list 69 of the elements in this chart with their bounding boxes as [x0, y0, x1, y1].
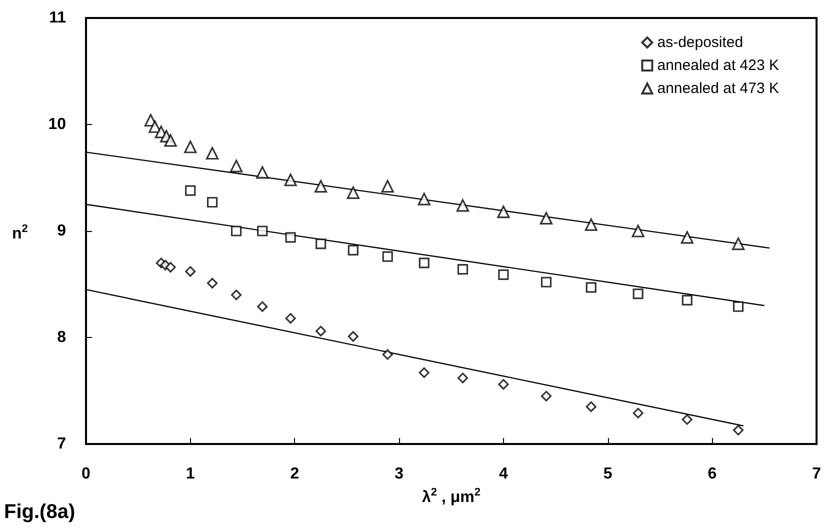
- point: [456, 199, 470, 212]
- point: [185, 185, 196, 196]
- point: [257, 226, 268, 236]
- point: [184, 140, 197, 154]
- point: [732, 237, 745, 250]
- point: [256, 166, 269, 179]
- point: [382, 251, 393, 262]
- point: [285, 313, 296, 324]
- point: [382, 349, 393, 360]
- point: [732, 424, 744, 436]
- y-tick-label: 11: [49, 10, 66, 26]
- point: [732, 301, 744, 312]
- point: [206, 196, 218, 208]
- x-tick-label: 1: [186, 466, 195, 482]
- point: [230, 226, 242, 236]
- point: [498, 379, 509, 390]
- point: [418, 367, 430, 378]
- point: [457, 264, 468, 275]
- y-axis-title: n$^{2}$: [12, 222, 28, 244]
- point: [540, 276, 552, 288]
- point: [381, 180, 394, 193]
- point: [185, 266, 196, 277]
- legend-label: annealed at 423 K: [657, 57, 780, 74]
- point: [418, 192, 430, 206]
- point: [165, 262, 176, 273]
- point: [230, 160, 243, 172]
- point: [314, 180, 328, 193]
- point: [164, 134, 177, 147]
- point: [348, 331, 358, 342]
- point: [206, 146, 219, 160]
- point: [586, 401, 596, 412]
- point: [257, 301, 268, 312]
- point: [680, 231, 694, 244]
- point: [457, 372, 468, 384]
- point: [497, 206, 510, 218]
- y-tick-label: 10: [48, 116, 66, 133]
- y-tick-label: 7: [57, 436, 66, 452]
- point: [206, 278, 218, 288]
- x-tick-label: 2: [290, 466, 300, 482]
- x-tick-label: 6: [708, 466, 717, 482]
- point: [498, 269, 509, 280]
- point: [348, 244, 358, 256]
- point: [148, 120, 162, 133]
- point: [682, 414, 692, 425]
- point: [316, 326, 326, 336]
- point: [632, 288, 644, 300]
- x-tick-label: 5: [603, 466, 612, 482]
- text: Fig.(8a): [4, 501, 76, 523]
- point: [584, 218, 598, 231]
- point: [540, 212, 553, 225]
- point: [586, 282, 596, 293]
- x-tick-label: 3: [394, 466, 404, 482]
- point: [316, 238, 326, 250]
- legend-label: as-deposited: [657, 34, 744, 51]
- x-tick-label: 0: [82, 466, 91, 482]
- point: [346, 186, 360, 199]
- point: [682, 294, 692, 306]
- x-tick-label: 7: [812, 466, 822, 482]
- point: [284, 174, 297, 186]
- legend-label: annealed at 473 K: [657, 80, 780, 97]
- x-tick-label: 4: [499, 466, 508, 482]
- y-tick-label: 8: [57, 329, 66, 346]
- point: [632, 224, 644, 238]
- point: [540, 390, 552, 402]
- y-tick-label: 9: [57, 222, 66, 240]
- point: [632, 408, 644, 418]
- point: [285, 232, 296, 243]
- point: [230, 290, 242, 300]
- point: [418, 258, 430, 268]
